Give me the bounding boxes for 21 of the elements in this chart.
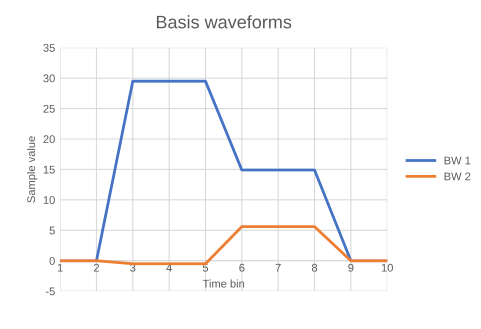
- y-tick-label: -5: [46, 288, 55, 296]
- x-tick-label: 10: [382, 264, 393, 272]
- y-tick-label: 15: [44, 166, 55, 174]
- chart-title: Basis waveforms: [156, 15, 292, 28]
- x-tick-label: 9: [348, 264, 354, 272]
- x-tick-label: 8: [312, 264, 318, 272]
- x-tick-label: 6: [239, 264, 244, 272]
- y-tick-label: 25: [43, 104, 55, 113]
- y-tick-label: 5: [50, 226, 55, 234]
- y-tick-label: 30: [43, 74, 55, 82]
- y-axis-title: Sample value: [26, 136, 38, 203]
- x-axis-title: Time bin: [202, 279, 244, 288]
- legend-label: BW 1: [444, 156, 470, 164]
- y-tick-label: 20: [43, 135, 55, 144]
- legend-label: BW 2: [444, 172, 470, 180]
- y-tick-label: 0: [50, 257, 55, 265]
- x-tick-label: 2: [94, 264, 99, 272]
- x-tick-label: 7: [276, 264, 281, 272]
- y-tick-label: 10: [44, 196, 55, 204]
- x-tick-label: 1: [58, 264, 63, 272]
- y-tick-label: 35: [43, 44, 55, 52]
